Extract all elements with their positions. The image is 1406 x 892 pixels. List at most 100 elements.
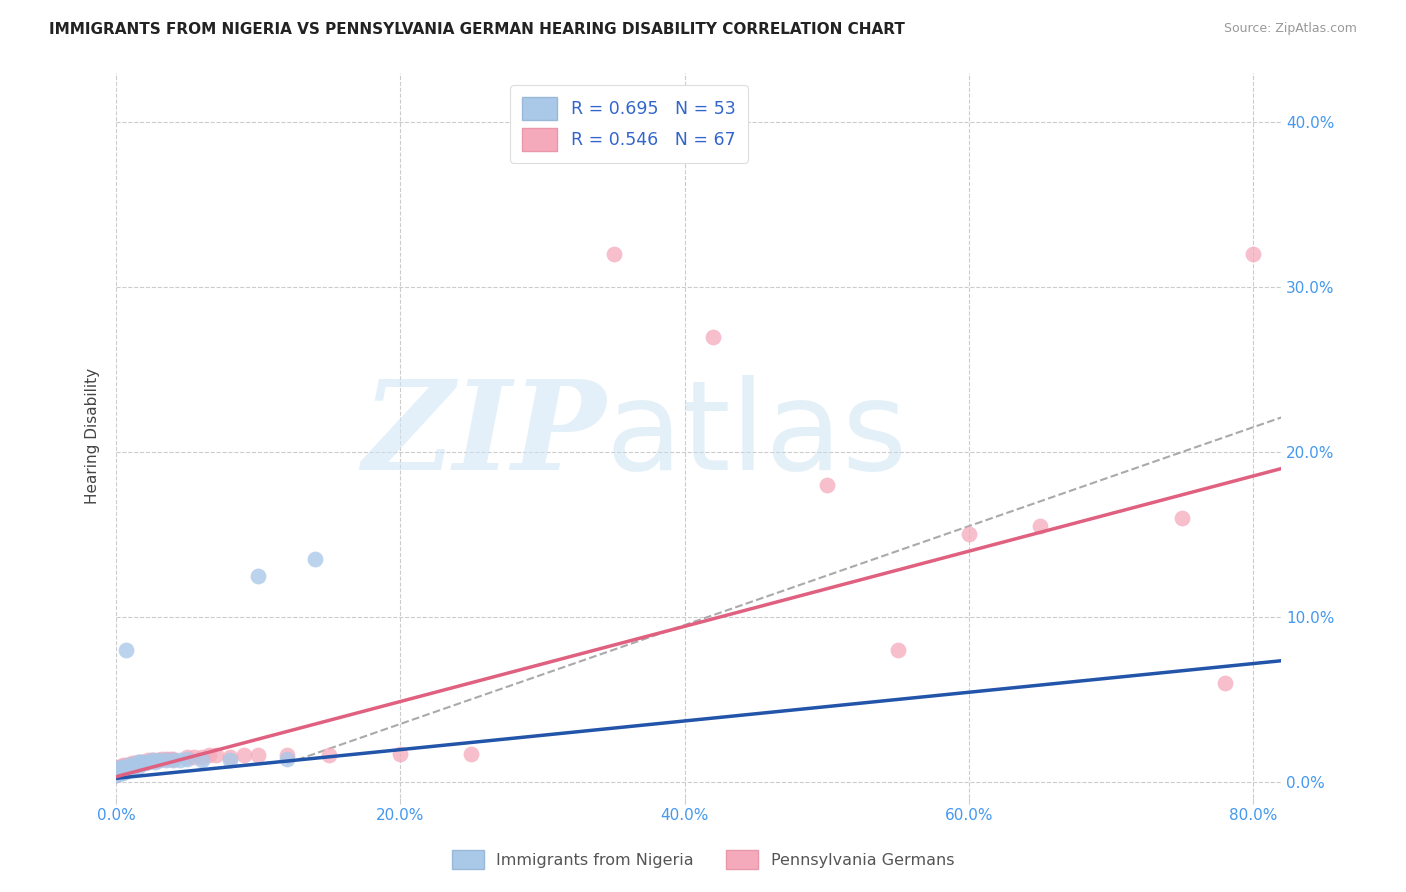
Point (112, 760, 135, 774)
Point (124, 758, 146, 772)
Text: Source: ZipAtlas.com: Source: ZipAtlas.com (1223, 22, 1357, 36)
Point (110, 764, 132, 779)
Point (114, 764, 136, 779)
Point (115, 758, 138, 772)
Point (110, 760, 132, 774)
Point (134, 755, 156, 769)
Point (111, 761, 134, 775)
Point (107, 766, 129, 780)
Point (118, 758, 141, 772)
Point (105, 763, 128, 777)
Point (112, 763, 135, 777)
Point (110, 763, 132, 777)
Point (219, 750, 242, 764)
Point (120, 758, 142, 772)
Point (141, 753, 163, 767)
Point (108, 764, 131, 779)
Point (122, 758, 145, 772)
Point (276, 748, 298, 763)
Point (107, 763, 129, 777)
Point (105, 761, 128, 775)
Point (125, 758, 148, 772)
Point (108, 761, 131, 775)
Point (107, 761, 129, 775)
Point (159, 751, 181, 765)
Point (111, 766, 134, 780)
Point (136, 753, 159, 767)
Point (887, 642, 910, 657)
Point (111, 760, 134, 774)
Point (112, 758, 135, 772)
Point (107, 766, 129, 780)
Point (204, 748, 226, 763)
Point (118, 758, 141, 772)
Point (107, 764, 129, 779)
Point (105, 764, 128, 779)
Point (1029, 519, 1052, 533)
Point (110, 766, 132, 780)
Point (108, 763, 131, 777)
Point (118, 763, 141, 777)
Point (162, 753, 184, 767)
Point (150, 751, 173, 765)
Point (112, 764, 135, 779)
Point (233, 748, 256, 763)
Point (162, 751, 184, 765)
Point (112, 761, 135, 775)
Point (247, 748, 270, 763)
Point (702, 329, 724, 343)
Point (105, 768, 128, 782)
Point (176, 751, 198, 765)
Point (128, 756, 150, 771)
Point (815, 478, 838, 492)
Point (115, 760, 138, 774)
Point (197, 748, 219, 763)
Point (105, 766, 128, 780)
Point (111, 760, 134, 774)
Point (219, 753, 242, 767)
Point (129, 755, 152, 769)
Point (117, 760, 139, 774)
Point (105, 766, 128, 780)
Point (389, 747, 412, 761)
Point (128, 755, 150, 769)
Point (108, 766, 131, 780)
Point (1171, 511, 1194, 525)
Point (602, 247, 624, 261)
Point (190, 753, 212, 767)
Point (190, 750, 212, 764)
Point (105, 764, 128, 779)
Point (114, 760, 136, 774)
Point (304, 552, 326, 566)
Point (176, 750, 198, 764)
Point (107, 766, 129, 780)
Point (121, 756, 143, 771)
Point (957, 527, 980, 541)
Point (460, 747, 482, 761)
Point (247, 568, 270, 582)
Point (276, 751, 298, 765)
Point (131, 755, 153, 769)
Text: ZIP: ZIP (361, 375, 606, 496)
Point (127, 760, 149, 774)
Y-axis label: Hearing Disability: Hearing Disability (86, 368, 100, 504)
Point (136, 755, 159, 769)
Point (108, 764, 131, 779)
Legend: R = 0.695   N = 53, R = 0.546   N = 67: R = 0.695 N = 53, R = 0.546 N = 67 (510, 86, 748, 163)
Legend: Immigrants from Nigeria, Pennsylvania Germans: Immigrants from Nigeria, Pennsylvania Ge… (446, 844, 960, 875)
Point (117, 758, 139, 772)
Point (127, 755, 149, 769)
Point (127, 756, 149, 771)
Point (143, 753, 166, 767)
Point (107, 764, 129, 779)
Point (155, 751, 177, 765)
Point (112, 761, 135, 775)
Point (148, 753, 170, 767)
Point (1213, 675, 1236, 690)
Point (115, 761, 138, 775)
Point (114, 760, 136, 774)
Point (148, 753, 170, 767)
Point (105, 766, 128, 780)
Point (141, 753, 163, 767)
Point (110, 761, 132, 775)
